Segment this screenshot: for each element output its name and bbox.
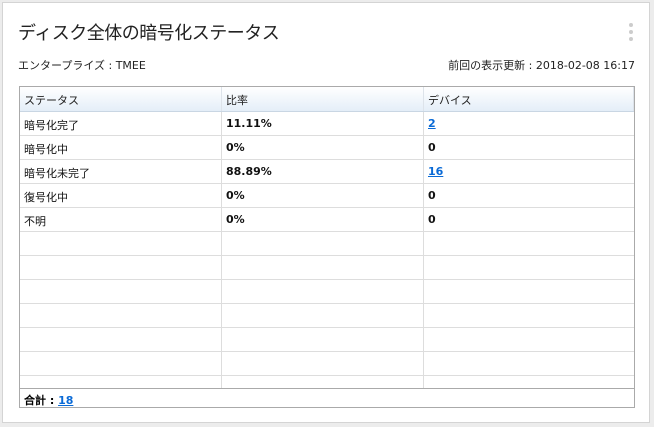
device-count-link[interactable]: 2	[428, 117, 436, 130]
empty-cell	[424, 232, 634, 255]
ratio-cell: 0%	[222, 184, 424, 207]
empty-cell	[222, 304, 424, 327]
empty-cell	[222, 376, 424, 388]
devices-cell: 0	[428, 141, 436, 154]
status-cell: 不明	[20, 208, 222, 231]
empty-cell	[20, 328, 222, 351]
table-row: 暗号化中 0% 0	[20, 136, 634, 160]
empty-cell	[20, 304, 222, 327]
table-body: 暗号化完了 11.11% 2 暗号化中 0% 0 暗号化未完了 88.89% 16 復号化中 0% 0…	[20, 112, 634, 388]
total-label: 合計 :	[24, 394, 59, 407]
empty-cell	[222, 256, 424, 279]
devices-cell: 0	[428, 189, 436, 202]
empty-cell	[424, 304, 634, 327]
table-row: 暗号化未完了 88.89% 16	[20, 160, 634, 184]
empty-row	[20, 376, 634, 388]
device-count-link[interactable]: 16	[428, 165, 444, 178]
column-header-status[interactable]: ステータス	[20, 87, 222, 111]
empty-cell	[222, 328, 424, 351]
status-cell: 暗号化未完了	[20, 160, 222, 183]
table-row: 復号化中 0% 0	[20, 184, 634, 208]
total-link[interactable]: 18	[58, 394, 74, 407]
empty-cell	[20, 232, 222, 255]
devices-cell: 0	[428, 213, 436, 226]
more-options-icon[interactable]	[629, 23, 633, 44]
empty-row	[20, 352, 634, 376]
table-footer: 合計 : 18	[20, 388, 634, 407]
column-header-ratio[interactable]: 比率	[222, 87, 424, 111]
devices-cell: 16	[424, 160, 634, 183]
table-header: ステータス 比率 デバイス	[20, 87, 634, 112]
empty-row	[20, 280, 634, 304]
ratio-cell: 88.89%	[222, 160, 424, 183]
status-table: ステータス 比率 デバイス 暗号化完了 11.11% 2 暗号化中 0% 0 暗号化未完了 8…	[19, 86, 635, 408]
widget-panel: ディスク全体の暗号化ステータス エンタープライズ : TMEE 前回の表示更新 …	[2, 2, 650, 423]
empty-cell	[20, 280, 222, 303]
empty-cell	[424, 328, 634, 351]
empty-cell	[20, 376, 222, 388]
column-header-devices[interactable]: デバイス	[424, 87, 634, 111]
last-refresh: 前回の表示更新 : 2018-02-08 16:17	[448, 59, 635, 72]
empty-row	[20, 232, 634, 256]
status-cell: 暗号化完了	[20, 112, 222, 135]
empty-cell	[20, 256, 222, 279]
empty-cell	[20, 352, 222, 375]
status-cell: 暗号化中	[20, 136, 222, 159]
ratio-cell: 0%	[222, 208, 424, 231]
ratio-cell: 0%	[222, 136, 424, 159]
status-cell: 復号化中	[20, 184, 222, 207]
empty-cell	[222, 280, 424, 303]
empty-cell	[222, 352, 424, 375]
empty-cell	[424, 376, 634, 388]
table-row: 不明 0% 0	[20, 208, 634, 232]
empty-row	[20, 304, 634, 328]
enterprise-label: エンタープライズ : TMEE	[18, 59, 146, 72]
empty-cell	[424, 352, 634, 375]
empty-row	[20, 328, 634, 352]
table-row: 暗号化完了 11.11% 2	[20, 112, 634, 136]
widget-title: ディスク全体の暗号化ステータス	[18, 23, 280, 44]
empty-row	[20, 256, 634, 280]
devices-cell: 2	[424, 112, 634, 135]
empty-cell	[424, 256, 634, 279]
ratio-cell: 11.11%	[222, 112, 424, 135]
empty-cell	[424, 280, 634, 303]
empty-cell	[222, 232, 424, 255]
